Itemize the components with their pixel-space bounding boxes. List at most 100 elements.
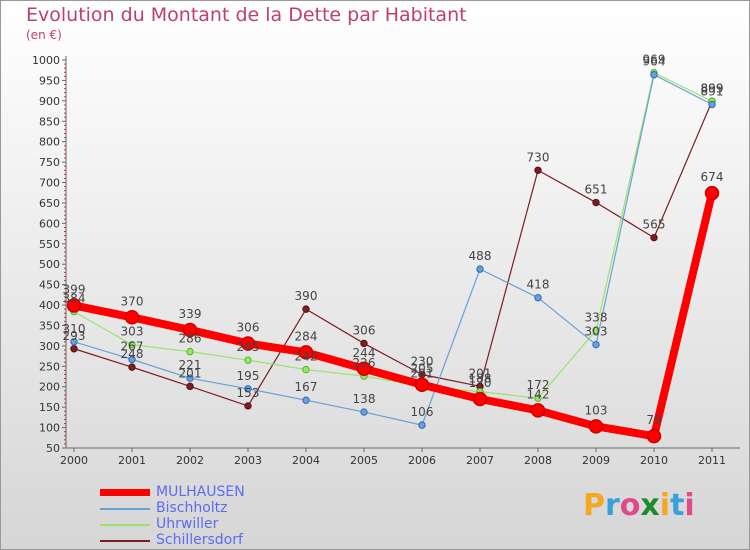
- logo-letter: o: [619, 488, 641, 523]
- data-label: 188: [469, 372, 492, 386]
- chart-unit: (en €): [26, 28, 62, 42]
- data-point-mulhausen: [66, 298, 82, 313]
- data-point-schillersdorf: [70, 345, 78, 353]
- data-point-schillersdorf: [244, 402, 252, 410]
- x-tick-label: 2001: [118, 454, 146, 467]
- data-label: 167: [295, 380, 318, 394]
- data-label: 201: [179, 366, 202, 380]
- data-point-bischholtz: [650, 71, 658, 79]
- data-label: 390: [295, 289, 318, 303]
- data-label: 205: [411, 362, 434, 376]
- y-tick-label: 650: [39, 197, 60, 210]
- data-point-bischholtz: [128, 355, 136, 364]
- data-point-mulhausen: [182, 322, 198, 338]
- y-tick-label: 400: [39, 299, 60, 312]
- data-label: 891: [701, 85, 724, 99]
- data-point-bischholtz: [244, 385, 252, 393]
- legend-swatch-bischholtz: [100, 508, 150, 510]
- legend-label-uhrwiller: Uhrwiller: [156, 516, 219, 532]
- data-point-mulhausen: [646, 428, 662, 444]
- data-point-mulhausen: [298, 345, 314, 360]
- data-point-bischholtz: [70, 338, 78, 346]
- data-label: 399: [63, 282, 86, 296]
- x-tick-label: 2010: [640, 454, 668, 467]
- data-point-bischholtz: [592, 340, 600, 349]
- data-label: 310: [63, 322, 86, 336]
- x-tick-label: 2008: [524, 454, 552, 467]
- data-label: 651: [585, 183, 608, 197]
- logo-letter: i: [659, 488, 671, 523]
- data-label: 242: [295, 350, 318, 364]
- data-label: 303: [121, 325, 144, 339]
- data-label: 306: [353, 323, 376, 337]
- x-tick-label: 2003: [234, 454, 262, 467]
- data-label: 265: [237, 340, 260, 354]
- y-tick-label: 300: [39, 340, 60, 353]
- logo-letter: r: [605, 488, 620, 523]
- data-label: 106: [411, 405, 434, 419]
- y-tick-label: 750: [39, 156, 60, 169]
- series-line-mulhausen: [70, 189, 716, 441]
- data-point-uhrwiller: [302, 365, 310, 374]
- x-tick-label: 2006: [408, 454, 436, 467]
- legend-label-bischholtz: Bischholtz: [156, 500, 228, 516]
- logo-letter: i: [684, 488, 695, 523]
- chart-title: Evolution du Montant de la Dette par Hab…: [26, 4, 467, 26]
- y-tick-label: 950: [39, 74, 60, 87]
- y-tick-label: 200: [39, 381, 60, 394]
- data-label: 565: [643, 218, 666, 232]
- data-label: 306: [237, 320, 260, 334]
- y-tick-label: 550: [39, 238, 60, 251]
- data-label: 195: [237, 369, 260, 383]
- data-label: 170: [469, 376, 492, 390]
- data-label: 899: [701, 81, 724, 95]
- y-tick-label: 800: [39, 136, 60, 149]
- data-label: 226: [353, 356, 376, 370]
- logo-letter: P: [583, 488, 605, 523]
- y-tick-label: 250: [39, 360, 60, 373]
- data-point-bischholtz: [534, 294, 542, 302]
- legend-swatch-uhrwiller: [100, 524, 150, 526]
- data-point-mulhausen: [124, 310, 140, 325]
- data-label: 286: [179, 332, 202, 346]
- data-label: 488: [469, 249, 492, 263]
- data-label: 221: [179, 358, 202, 372]
- data-point-mulhausen: [530, 403, 546, 418]
- data-label: 79: [646, 413, 661, 427]
- data-point-uhrwiller: [186, 347, 194, 356]
- data-label: 244: [353, 346, 376, 360]
- legend-swatch-mulhausen: [100, 489, 150, 496]
- legend-swatch-schillersdorf: [100, 540, 150, 542]
- data-label: 303: [585, 325, 608, 339]
- data-label: 142: [527, 387, 550, 401]
- data-label: 674: [701, 170, 724, 184]
- data-point-uhrwiller: [534, 394, 542, 402]
- logo-letter: x: [640, 488, 660, 523]
- data-label: 964: [643, 55, 666, 69]
- x-tick-label: 2007: [466, 454, 494, 467]
- data-label: 248: [121, 347, 144, 361]
- y-tick-label: 500: [39, 258, 60, 271]
- y-tick-label: 450: [39, 279, 60, 292]
- data-label: 201: [469, 366, 492, 380]
- y-tick-label: 900: [39, 95, 60, 108]
- data-point-mulhausen: [240, 336, 256, 351]
- data-label: 338: [585, 310, 608, 324]
- y-tick-label: 350: [39, 319, 60, 332]
- y-tick-label: 850: [39, 115, 60, 128]
- data-point-schillersdorf: [360, 339, 368, 348]
- y-tick-label: 100: [39, 422, 60, 435]
- data-point-schillersdorf: [534, 166, 542, 174]
- data-label: 418: [527, 278, 550, 292]
- data-label: 138: [353, 392, 376, 406]
- data-label: 230: [411, 354, 434, 368]
- data-label: 201: [411, 366, 434, 380]
- x-tick-label: 2005: [350, 454, 378, 467]
- data-point-schillersdorf: [128, 363, 136, 371]
- data-point-bischholtz: [186, 374, 194, 382]
- data-point-schillersdorf: [650, 233, 658, 242]
- y-tick-label: 150: [39, 401, 60, 414]
- data-label: 153: [237, 386, 260, 400]
